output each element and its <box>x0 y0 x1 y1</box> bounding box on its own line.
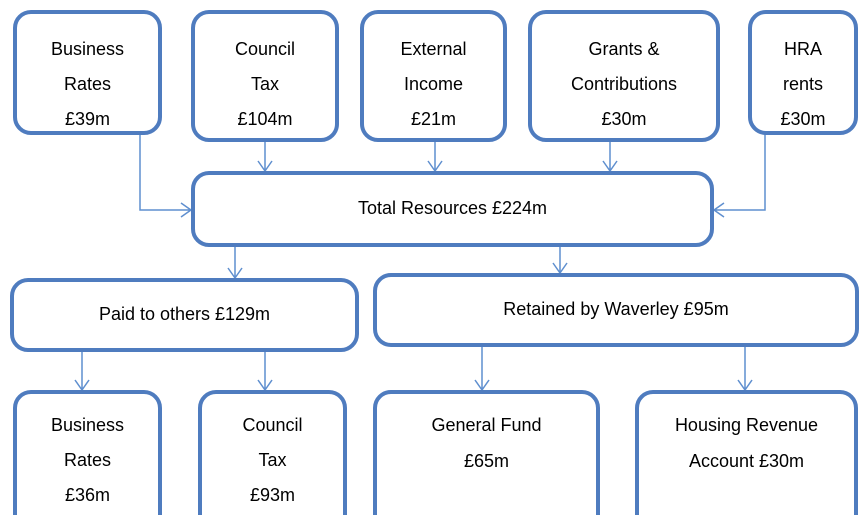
node-label: Contributions <box>571 74 677 94</box>
node-label: External <box>400 39 466 59</box>
connector <box>257 140 273 173</box>
node-label: Tax <box>251 74 279 94</box>
node-label: £39m <box>65 109 110 129</box>
node-box <box>191 10 339 142</box>
connector <box>227 245 243 280</box>
node-label: General Fund <box>431 415 541 435</box>
node-label: Council <box>235 39 295 59</box>
node-label: Business <box>51 415 124 435</box>
connector <box>737 345 753 392</box>
connector <box>427 140 443 173</box>
node-box <box>13 10 162 135</box>
node-label: Income <box>404 74 463 94</box>
node-label: Business <box>51 39 124 59</box>
node-label: Paid to others £129m <box>99 304 270 324</box>
node-box <box>360 10 507 142</box>
node-box <box>198 390 347 515</box>
node-label: £93m <box>250 485 295 505</box>
node-box <box>10 278 359 352</box>
node-box <box>373 390 600 515</box>
node-label: Account £30m <box>689 451 804 471</box>
connector <box>474 345 490 392</box>
node-box <box>373 273 859 347</box>
connector <box>257 350 273 392</box>
connector <box>139 133 193 218</box>
node-label: Retained by Waverley £95m <box>503 299 728 319</box>
node-box <box>635 390 858 515</box>
node-label: Council <box>242 415 302 435</box>
node-label: £36m <box>65 485 110 505</box>
node-label: rents <box>783 74 823 94</box>
connector <box>602 140 618 173</box>
connector <box>712 133 766 218</box>
node-label: Grants & <box>588 39 659 59</box>
node-box <box>528 10 720 142</box>
node-label: £30m <box>780 109 825 129</box>
node-label: £65m <box>464 451 509 471</box>
node-label: £104m <box>237 109 292 129</box>
node-label: Rates <box>64 74 111 94</box>
node-box <box>748 10 858 135</box>
node-label: £21m <box>411 109 456 129</box>
node-box <box>191 171 714 247</box>
connector <box>74 350 90 392</box>
connector <box>552 245 568 275</box>
node-label: Tax <box>258 450 286 470</box>
node-label: HRA <box>784 39 822 59</box>
node-box <box>13 390 162 515</box>
node-label: Rates <box>64 450 111 470</box>
node-label: £30m <box>601 109 646 129</box>
node-label: Total Resources £224m <box>358 198 547 218</box>
node-label: Housing Revenue <box>675 415 818 435</box>
